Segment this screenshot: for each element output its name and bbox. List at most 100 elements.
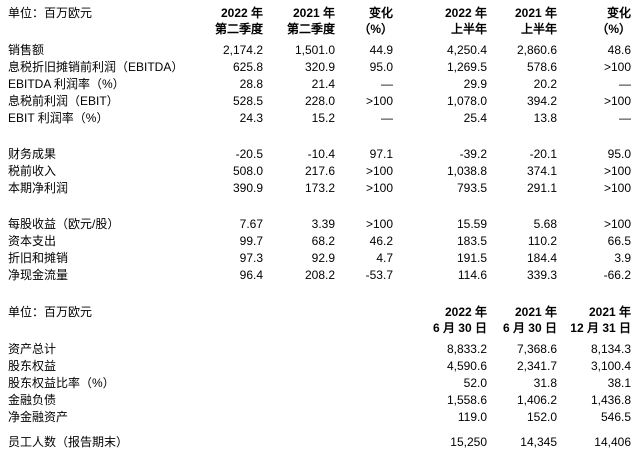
cell-value: 1,558.6 <box>446 393 487 407</box>
cell-value: 13.8 <box>533 111 557 125</box>
column-header-2021-12-31: 2021 年 12 月 31 日 <box>570 305 631 335</box>
cell-value: 183.5 <box>456 234 487 248</box>
table-row: 销售额 2,174.2 1,501.0 44.9 4,250.4 2,860.6 48.6 <box>0 42 639 59</box>
cell-value: 99.7 <box>239 234 263 248</box>
cell-value: 95.0 <box>607 147 631 161</box>
cell-value: 173.2 <box>304 181 335 195</box>
row-label: 财务成果 <box>8 147 57 161</box>
table-row: 折旧和摊销 97.3 92.9 4.7 191.5 184.4 3.9 <box>0 250 639 267</box>
cell-value: 29.9 <box>463 77 487 91</box>
row-label: 股东权益 <box>8 359 57 373</box>
cell-value: 38.1 <box>607 376 631 390</box>
row-label: 折旧和摊销 <box>8 251 69 265</box>
cell-value: 8,833.2 <box>446 342 487 356</box>
cell-value: >100 <box>603 94 631 108</box>
cell-value: 394.2 <box>526 94 557 108</box>
column-header-2022-h1: 2022 年 上半年 <box>444 6 487 36</box>
table-row: 税前收入 508.0 217.6 >100 1,038.8 374.1 >100 <box>0 163 639 180</box>
cell-value: >100 <box>603 60 631 74</box>
column-header-2021-q2: 2021 年 第二季度 <box>286 6 335 36</box>
cell-value: 7,368.6 <box>516 342 557 356</box>
cell-value: -20.1 <box>529 147 557 161</box>
cell-value: 528.5 <box>232 94 263 108</box>
table-row: 净金融资产 119.0 152.0 546.5 <box>0 409 639 426</box>
unit-label-text: 单位：百万欧元 <box>8 305 93 319</box>
cell-value: — <box>619 111 631 125</box>
spacer-row <box>0 197 639 216</box>
cell-value: 14,345 <box>520 435 557 449</box>
cell-value: 48.6 <box>607 43 631 57</box>
cell-value: — <box>381 77 393 91</box>
cell-value: 4,250.4 <box>446 43 487 57</box>
cell-value: >100 <box>603 164 631 178</box>
table-row: EBIT 利润率（%） 24.3 15.2 — 25.4 13.8 — <box>0 110 639 127</box>
cell-value: 20.2 <box>533 77 557 91</box>
row-label: 销售额 <box>8 43 45 57</box>
cell-value: 3.39 <box>311 217 335 231</box>
row-label: 股东权益比率（%） <box>8 376 115 390</box>
cell-value: 15,250 <box>450 435 487 449</box>
cell-value: 24.3 <box>239 111 263 125</box>
table-row: EBITDA 利润率（%） 28.8 21.4 — 29.9 20.2 — <box>0 76 639 93</box>
cell-value: 2,860.6 <box>516 43 557 57</box>
cell-value: >100 <box>365 217 393 231</box>
cell-value: -20.5 <box>235 147 263 161</box>
cell-value: 97.3 <box>239 251 263 265</box>
cell-value: — <box>619 77 631 91</box>
table-row: 员工人数（报告期末） 15,250 14,345 14,406 <box>0 434 639 451</box>
table-row: 净现金流量 96.4 208.2 -53.7 114.6 339.3 -66.2 <box>0 267 639 284</box>
cell-value: 15.2 <box>311 111 335 125</box>
cell-value: 152.0 <box>526 410 557 424</box>
unit-label-text: 单位：百万欧元 <box>8 6 93 20</box>
cell-value: 1,078.0 <box>446 94 487 108</box>
row-label: 资产总计 <box>8 342 57 356</box>
financial-summary-page: 单位：百万欧元 2022 年 第二季度 2021 年 第二季度 变化 （%） 2… <box>0 5 639 459</box>
row-label: 税前收入 <box>8 164 57 178</box>
row-label: 息税折旧摊销前利润（EBITDA） <box>8 60 184 74</box>
cell-value: 3,100.4 <box>590 359 631 373</box>
cell-value: 68.2 <box>311 234 335 248</box>
cell-value: 95.0 <box>369 60 393 74</box>
table-row: 每股收益（欧元/股） 7.67 3.39 >100 15.59 5.68 >100 <box>0 216 639 233</box>
cell-value: 28.8 <box>239 77 263 91</box>
column-header-change-h: 变化 （%） <box>596 6 631 36</box>
column-header-2021-06-30: 2021 年 6 月 30 日 <box>502 305 557 335</box>
cell-value: 92.9 <box>311 251 335 265</box>
row-label: 本期净利润 <box>8 181 69 195</box>
balance-table-body: 资产总计 8,833.2 7,368.6 8,134.3 股东权益 4,590.6 2,34… <box>0 341 639 451</box>
row-label: 息税前利润（EBIT） <box>8 94 119 108</box>
balance-sheet-table: 单位：百万欧元 2022 年 6 月 30 日 2021 年 6 月 30 日 … <box>0 304 639 451</box>
cell-value: 4,590.6 <box>446 359 487 373</box>
cell-value: 66.5 <box>607 234 631 248</box>
cell-value: 114.6 <box>457 268 487 282</box>
table-row: 资本支出 99.7 68.2 46.2 183.5 110.2 66.5 <box>0 233 639 250</box>
cell-value: 291.1 <box>526 181 557 195</box>
cell-value: 578.6 <box>526 60 557 74</box>
cell-value: 44.9 <box>369 43 393 57</box>
row-label: 净现金流量 <box>8 268 69 282</box>
cell-value: 191.5 <box>456 251 487 265</box>
cell-value: 5.68 <box>533 217 557 231</box>
table-row: 股东权益比率（%） 52.0 31.8 38.1 <box>0 375 639 392</box>
cell-value: 31.8 <box>533 376 557 390</box>
table-row: 财务成果 -20.5 -10.4 97.1 -39.2 -20.1 95.0 <box>0 146 639 163</box>
cell-value: >100 <box>603 217 631 231</box>
cell-value: >100 <box>365 164 393 178</box>
row-label: 净金融资产 <box>8 410 69 424</box>
cell-value: -53.7 <box>365 268 393 282</box>
cell-value: >100 <box>365 94 393 108</box>
cell-value: 52.0 <box>463 376 487 390</box>
cell-value: 25.4 <box>463 111 487 125</box>
unit-label: 单位：百万欧元 <box>0 5 205 42</box>
cell-value: 1,436.8 <box>590 393 631 407</box>
cell-value: 339.3 <box>526 268 557 282</box>
cell-value: 208.2 <box>304 268 335 282</box>
cell-value: 1,501.0 <box>294 43 335 57</box>
cell-value: 1,038.8 <box>446 164 487 178</box>
cell-value: 2,341.7 <box>516 359 557 373</box>
cell-value: 110.2 <box>527 234 557 248</box>
cell-value: 228.0 <box>304 94 335 108</box>
cell-value: 374.1 <box>526 164 557 178</box>
column-header-2022-q2: 2022 年 第二季度 <box>214 6 263 36</box>
row-label: 资本支出 <box>8 234 57 248</box>
